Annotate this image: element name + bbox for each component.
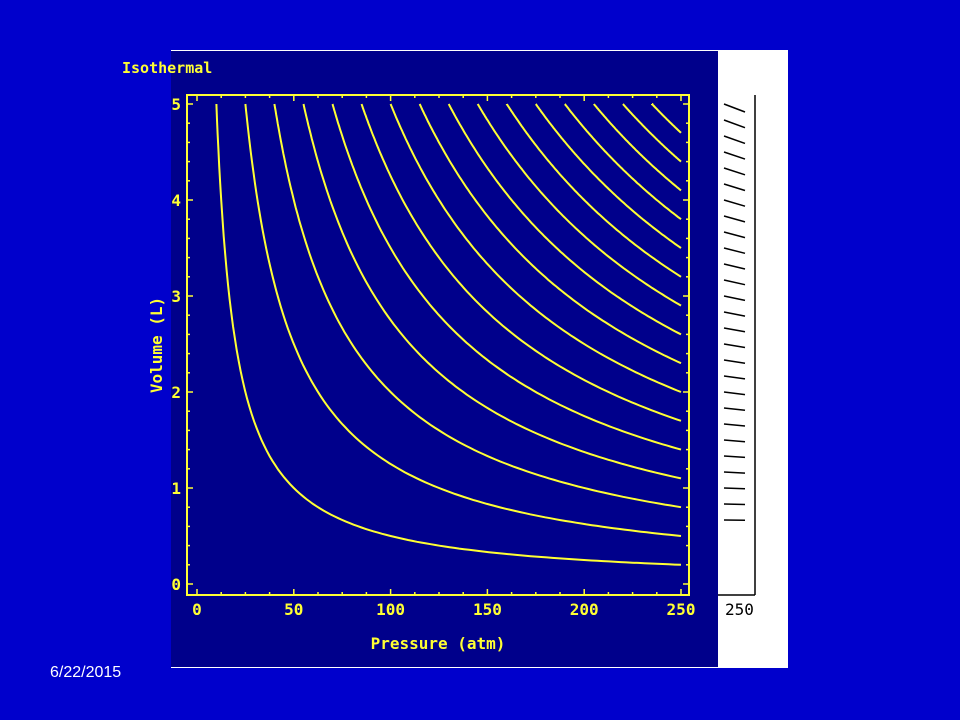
isotherm-curve-10 xyxy=(476,103,682,307)
side-panel-mark xyxy=(723,311,746,317)
side-panel-mark xyxy=(723,343,746,349)
side-panel-mark xyxy=(723,487,746,490)
side-panel-mark xyxy=(723,455,746,459)
side-panel-mark xyxy=(723,135,746,145)
plot-frame xyxy=(186,94,690,596)
side-panel-mark xyxy=(723,359,746,364)
y-tick-label: 1 xyxy=(171,479,181,498)
isotherm-curve-6 xyxy=(360,103,682,422)
y-tick-label: 4 xyxy=(171,191,181,210)
y-tick-label: 5 xyxy=(171,95,181,114)
side-panel-tick-label: 250 xyxy=(725,600,754,619)
side-panel-mark xyxy=(723,471,746,474)
isotherm-curve-4 xyxy=(302,103,682,480)
x-tick-label: 250 xyxy=(667,600,696,619)
isotherm-curve-16 xyxy=(651,103,682,134)
isotherm-curve-1 xyxy=(215,103,682,566)
side-panel-mark xyxy=(723,231,746,239)
side-panel-mark xyxy=(723,215,746,223)
isotherm-curve-13 xyxy=(564,103,682,220)
isotherm-curve-5 xyxy=(331,103,682,451)
isotherm-curve-7 xyxy=(389,103,682,393)
y-tick-label: 3 xyxy=(171,287,181,306)
side-panel-mark xyxy=(723,167,746,176)
side-panel-mark xyxy=(723,151,746,160)
side-panel-mark xyxy=(723,407,746,412)
isotherm-curve-2 xyxy=(244,103,682,537)
isotherm-curves xyxy=(215,103,682,566)
side-panel-mark xyxy=(723,327,746,333)
y-axis-label: Volume (L) xyxy=(147,297,166,393)
x-tick-labels: 0 50 100 150 200 250 xyxy=(192,600,695,619)
isotherm-curve-14 xyxy=(593,103,682,192)
side-panel-mark xyxy=(723,391,746,396)
side-panel-mark xyxy=(723,375,746,380)
x-tick-label: 50 xyxy=(284,600,303,619)
y-tick-labels: 0 1 2 3 4 5 xyxy=(171,95,181,594)
y-tick-label: 0 xyxy=(171,575,181,594)
isotherm-curve-8 xyxy=(418,103,682,365)
x-tick-label: 0 xyxy=(192,600,202,619)
isotherm-curve-15 xyxy=(622,103,682,163)
side-panel-mark xyxy=(723,295,746,302)
side-panel-mark xyxy=(723,183,746,192)
side-panel-mark xyxy=(723,247,746,255)
side-panel-mark xyxy=(723,439,746,443)
slide-date: 6/22/2015 xyxy=(50,664,122,681)
x-tick-label: 150 xyxy=(473,600,502,619)
x-axis-label: Pressure (atm) xyxy=(371,634,506,653)
side-panel-mark xyxy=(723,279,746,286)
x-tick-label: 100 xyxy=(376,600,405,619)
side-panel-mark xyxy=(723,199,746,207)
side-panel-mark xyxy=(723,423,746,427)
side-panel-mark xyxy=(723,503,746,506)
isotherm-curve-3 xyxy=(273,103,682,509)
chart-title: Isothermal xyxy=(122,59,212,77)
y-tick-label: 2 xyxy=(171,383,181,402)
side-panel-mark xyxy=(723,103,746,113)
isotherm-curve-11 xyxy=(505,103,682,278)
side-panel-marks xyxy=(718,95,756,596)
side-panel-mark xyxy=(723,119,746,129)
side-panel-mark xyxy=(723,263,746,270)
isotherm-curve-9 xyxy=(447,103,682,336)
x-tick-label: 200 xyxy=(570,600,599,619)
axis-ticks xyxy=(187,95,689,595)
isotherm-curve-12 xyxy=(535,103,682,249)
